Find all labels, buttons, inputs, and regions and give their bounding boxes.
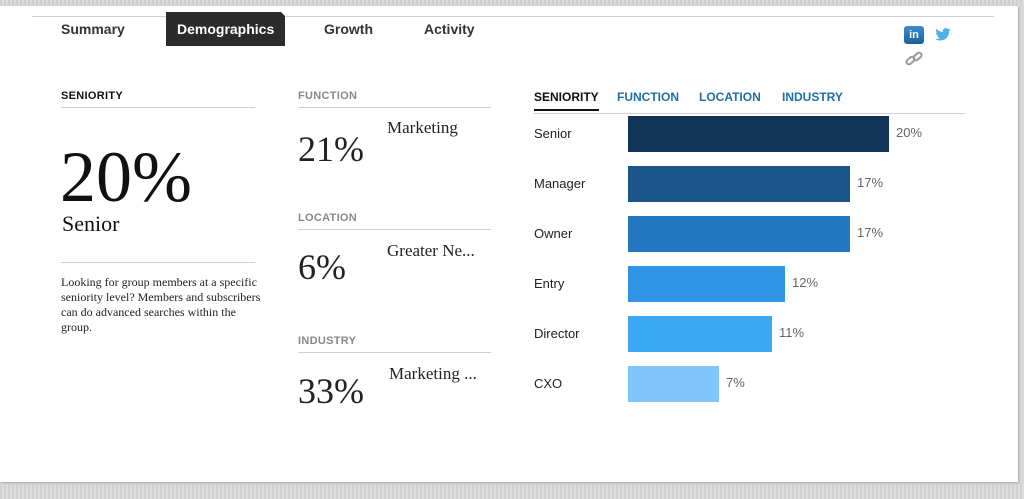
tab-growth[interactable]: Growth	[324, 21, 373, 37]
breakdown-tab-location[interactable]: LOCATION	[699, 90, 761, 104]
bar-value-label: 11%	[779, 325, 805, 340]
bar-label: Director	[534, 326, 580, 341]
location-percent: 6%	[298, 247, 346, 287]
window-bottom-edge	[0, 484, 1024, 499]
bar[interactable]	[628, 166, 850, 202]
breakdown-tab-seniority[interactable]: SENIORITY	[534, 90, 599, 111]
location-heading: LOCATION	[298, 212, 491, 230]
function-percent: 21%	[298, 129, 364, 169]
bar-value-label: 17%	[857, 225, 884, 240]
top-divider	[32, 16, 994, 17]
bar[interactable]	[628, 116, 889, 152]
function-label: Marketing	[387, 118, 458, 137]
bar-value-label: 12%	[792, 275, 819, 290]
seniority-percent: 20%	[60, 137, 192, 217]
tab-demographics[interactable]: Demographics	[166, 11, 287, 46]
breakdown-tabs: SENIORITY FUNCTION LOCATION INDUSTRY	[534, 90, 965, 114]
bar[interactable]	[628, 216, 850, 252]
twitter-icon[interactable]	[934, 28, 952, 42]
demographics-panel: Summary Demographics Growth Activity in …	[0, 6, 1018, 482]
bar[interactable]	[628, 316, 772, 352]
bar[interactable]	[628, 366, 719, 402]
link-icon[interactable]	[904, 50, 924, 68]
linkedin-icon[interactable]: in	[904, 26, 924, 44]
industry-percent: 33%	[298, 371, 364, 411]
bar-label: CXO	[534, 376, 563, 391]
seniority-description: Looking for group members at a specific …	[61, 275, 261, 334]
location-label: Greater Ne...	[387, 241, 475, 260]
window-top-edge	[0, 0, 1024, 6]
industry-heading: INDUSTRY	[298, 335, 491, 353]
bar-label: Owner	[534, 226, 573, 241]
description-divider	[61, 262, 255, 263]
bar-value-label: 17%	[857, 175, 884, 190]
bar[interactable]	[628, 266, 785, 302]
bar-value-label: 20%	[896, 125, 923, 140]
function-heading: FUNCTION	[298, 90, 491, 108]
bar-label: Entry	[534, 276, 565, 291]
seniority-label: Senior	[62, 211, 120, 236]
bar-label: Manager	[534, 176, 586, 191]
industry-label: Marketing ...	[389, 364, 477, 383]
bar-label: Senior	[534, 126, 572, 141]
breakdown-tab-function[interactable]: FUNCTION	[617, 90, 679, 104]
share-icons: in	[904, 26, 964, 70]
tab-activity[interactable]: Activity	[424, 21, 475, 37]
bar-value-label: 7%	[726, 375, 745, 390]
seniority-heading: SENIORITY	[61, 90, 255, 108]
breakdown-tab-industry[interactable]: INDUSTRY	[782, 90, 843, 104]
tab-summary[interactable]: Summary	[61, 21, 125, 37]
